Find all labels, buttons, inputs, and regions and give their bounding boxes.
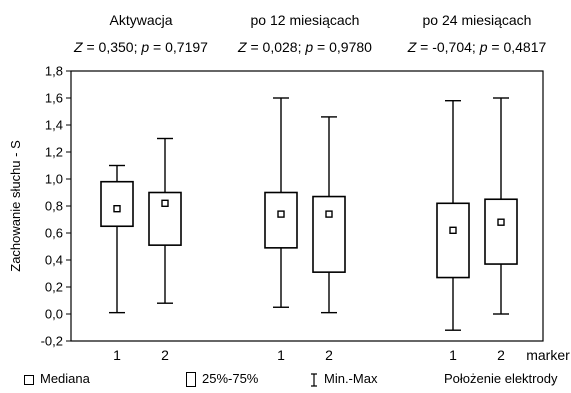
iqr-box (100, 180, 134, 228)
legend-title: Położenie elektrody (444, 371, 558, 386)
legend-box: 25%-75% (186, 371, 259, 388)
x-tick-label: 2 (161, 347, 169, 363)
group-stats: Z = 0,028; p = 0,9780 (237, 39, 372, 55)
iqr-box (312, 195, 346, 273)
median-marker (161, 199, 169, 208)
x-tick-label: 2 (325, 347, 333, 363)
median-marker (449, 226, 457, 235)
legend-whisker-label: Min.-Max (324, 371, 378, 386)
y-tick-label: 1,6 (45, 91, 63, 106)
axis-layer (66, 70, 544, 342)
y-tick-label: 0,4 (45, 253, 63, 268)
y-axis-label: Zachowanie słuchu - S (8, 140, 23, 272)
y-tick-label: 1,8 (45, 64, 63, 79)
iqr-box (484, 198, 518, 265)
y-tick-label: 1,2 (45, 145, 63, 160)
plot-frame (70, 70, 544, 342)
x-tick-label: 2 (497, 347, 505, 363)
median-marker (497, 218, 505, 226)
y-tick-label: 0,2 (45, 280, 63, 295)
iqr-box (436, 202, 470, 279)
median-marker (325, 210, 333, 218)
group-title: po 24 miesiącach (423, 12, 532, 28)
y-tick-label: 1,0 (45, 172, 63, 187)
y-tick-label: 0,8 (45, 199, 63, 214)
legend-median-label: Mediana (40, 371, 90, 386)
group-title: po 12 miesiącach (251, 12, 360, 28)
box-symbol-icon (186, 372, 196, 388)
x-tick-label: 1 (277, 347, 285, 363)
x-tick-label: 1 (113, 347, 121, 363)
text-layer: -0,2 0,0 0,2 0,4 0,6 0,8 1,0 1,2 1,4 1,6 1,8 Zachow… (8, 12, 570, 363)
x-tick-label: 1 (449, 347, 457, 363)
y-tick-label: 0,0 (45, 307, 63, 322)
median-symbol-icon (24, 374, 34, 385)
iqr-box (264, 191, 298, 249)
legend-median: Mediana (24, 371, 90, 387)
whisker-symbol-icon (310, 372, 318, 387)
legend-whisker: Min.-Max (310, 371, 377, 387)
box-layer (100, 97, 518, 331)
median-marker (277, 210, 285, 218)
group-title: Aktywacja (109, 12, 172, 28)
group-stats: Z = -0,704; p = 0,4817 (407, 39, 547, 55)
y-tick-label: -0,2 (41, 334, 63, 349)
group-stats: Z = 0,350; p = 0,7197 (73, 39, 208, 55)
median-marker (113, 204, 121, 213)
legend-box-label: 25%-75% (202, 371, 259, 386)
x-axis-label: marker (526, 347, 570, 363)
y-tick-label: 1,4 (45, 118, 63, 133)
y-tick-label: 0,6 (45, 226, 63, 241)
